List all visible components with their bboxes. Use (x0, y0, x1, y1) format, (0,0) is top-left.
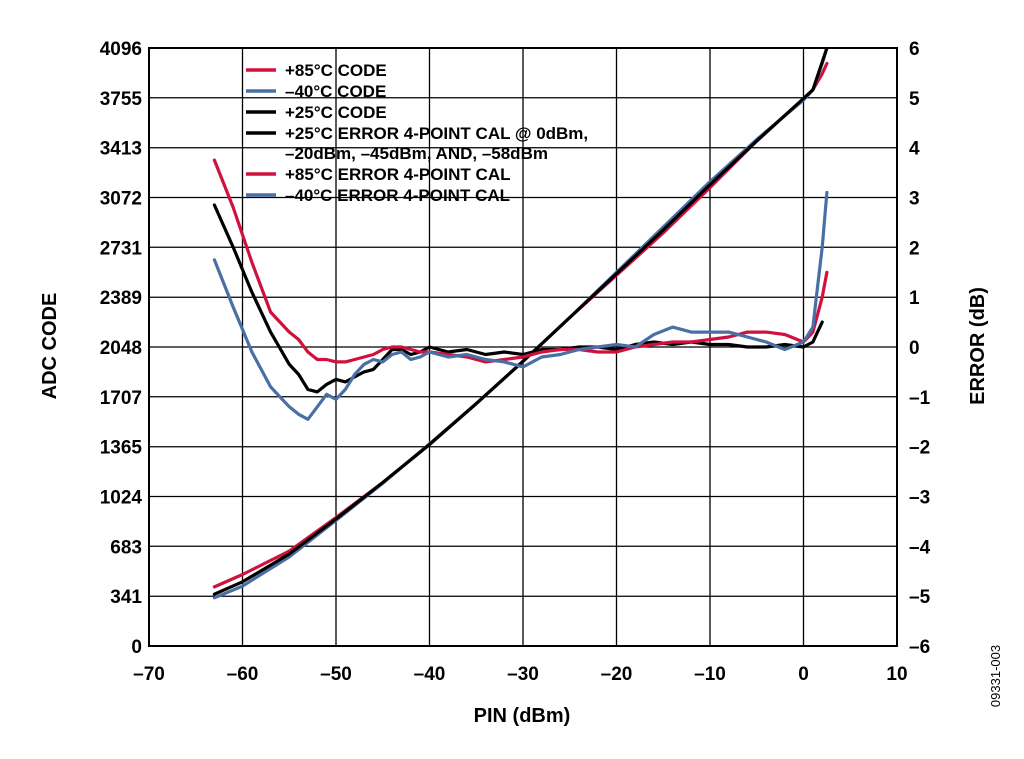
y-tick-label-left: 0 (131, 637, 142, 658)
y-tick-label-left: 1365 (100, 438, 143, 459)
x-tick-label: –70 (133, 664, 165, 685)
y-tick-label-right: –5 (909, 587, 931, 608)
y-tick-label-right: 4 (909, 139, 920, 160)
series-line-4 (212, 203, 824, 394)
series-line-5 (212, 158, 829, 364)
x-axis-label: PIN (dBm) (474, 705, 571, 727)
y-tick-label-left: 341 (110, 587, 142, 608)
plot-frame (148, 47, 898, 647)
y-tick-label-left: 1707 (100, 388, 142, 409)
legend: +85°C CODE –40°C CODE +25°C CODE +25°C ERRO… (246, 61, 588, 205)
figure-id: 09331-003 (988, 645, 1003, 707)
y-tick-label-left: 2389 (100, 288, 142, 309)
tick-labels: –70 –60 –50 –40 –30 –20 –10 0 100341683102413651… (100, 39, 931, 685)
y-tick-label-right: –3 (909, 488, 930, 509)
x-tick-label: –50 (320, 664, 352, 685)
y-tick-label-left: 3413 (100, 139, 142, 160)
legend-label-3: +25°C CODE (285, 103, 387, 122)
y-tick-label-left: 1024 (100, 488, 143, 509)
x-tick-label: 0 (798, 664, 809, 685)
legend-label-6: –40°C ERROR 4-POINT CAL (285, 186, 510, 205)
y-axis-label-left: ADC CODE (39, 293, 61, 400)
x-tick-label: 10 (886, 664, 907, 685)
y-tick-label-right: 0 (909, 338, 920, 359)
x-tick-label: –30 (507, 664, 539, 685)
x-tick-label: –20 (601, 664, 633, 685)
y-tick-label-right: 3 (909, 189, 920, 210)
legend-label-4: +25°C ERROR 4-POINT CAL @ 0dBm, (285, 124, 588, 143)
y-tick-label-left: 2731 (100, 238, 143, 259)
series-line-3 (212, 48, 829, 596)
y-tick-label-right: –2 (909, 438, 930, 459)
legend-label-5: +85°C ERROR 4-POINT CAL (285, 165, 510, 184)
x-tick-label: –40 (414, 664, 446, 685)
y-tick-label-left: 683 (110, 537, 142, 558)
y-tick-label-right: –1 (909, 388, 931, 409)
series-lines (212, 48, 829, 600)
y-tick-label-right: 2 (909, 238, 920, 259)
legend-label-2: –40°C CODE (285, 82, 386, 101)
x-tick-label: –60 (227, 664, 259, 685)
y-axis-label-right: ERROR (dB) (967, 287, 989, 405)
legend-label-1: +85°C CODE (285, 61, 387, 80)
y-tick-label-right: 5 (909, 89, 920, 110)
y-tick-label-right: –4 (909, 537, 931, 558)
y-tick-label-left: 2048 (100, 338, 142, 359)
series-line-6 (212, 190, 829, 421)
y-tick-label-right: 1 (909, 288, 920, 309)
legend-label-4-line2: –20dBm, –45dBm, AND, –58dBm (285, 144, 548, 163)
y-tick-label-right: 6 (909, 39, 920, 60)
y-tick-label-left: 3755 (100, 89, 143, 110)
y-tick-label-left: 4096 (100, 39, 142, 60)
y-tick-label-left: 3072 (100, 189, 142, 210)
x-tick-label: –10 (694, 664, 726, 685)
y-tick-label-right: –6 (909, 637, 930, 658)
